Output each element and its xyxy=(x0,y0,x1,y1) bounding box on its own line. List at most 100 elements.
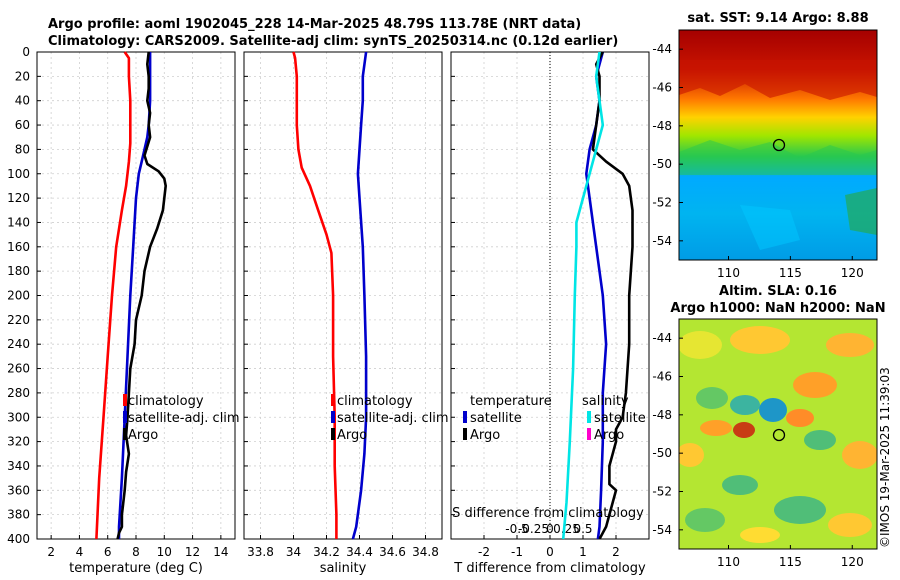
x-axis-label: salinity xyxy=(320,561,367,576)
series-satellite-adj-clim xyxy=(351,51,368,540)
sla-map-title: Altim. SLA: 0.16 xyxy=(719,284,837,299)
legend-temp-satellite: satellite-adj. clim xyxy=(128,411,240,426)
imos-timestamp: ©IMOS 19-Mar-2025 11:39:03 xyxy=(878,367,892,548)
difference-legend: temperature satellite Argo salinity sate… xyxy=(463,394,646,443)
top-tick-label: 0 xyxy=(546,522,554,536)
sst-map-image xyxy=(679,30,877,260)
legend-swatch-s-argo xyxy=(587,428,591,440)
map-x-tick-label: 115 xyxy=(779,266,802,280)
map-y-tick-label: -54 xyxy=(652,523,672,537)
y-tick-label: 220 xyxy=(7,313,30,327)
map-y-tick-label: -52 xyxy=(652,196,672,210)
x-tick-label: 8 xyxy=(132,545,140,559)
legend-swatch-t-satellite xyxy=(463,411,467,423)
map-x-tick-label: 115 xyxy=(779,555,802,569)
y-tick-label: 240 xyxy=(7,337,30,351)
map-y-tick-label: -46 xyxy=(652,370,672,384)
salinity-legend: climatology satellite-adj. clim Argo xyxy=(331,394,449,443)
map-y-tick-label: -48 xyxy=(652,119,672,133)
y-tick-label: 340 xyxy=(7,459,30,473)
title-line1: Argo profile: aoml 1902045_228 14-Mar-20… xyxy=(48,17,581,32)
legend-swatch-satellite xyxy=(123,411,127,423)
legend-sal-climatology: climatology xyxy=(337,394,413,409)
map-y-tick-label: -44 xyxy=(652,42,672,56)
x-tick-label: 2 xyxy=(612,545,620,559)
argo-position-marker xyxy=(772,428,786,442)
y-tick-label: 280 xyxy=(7,386,30,400)
legend-temp-argo: Argo xyxy=(128,428,158,443)
s-difference-label: S difference from climatology xyxy=(452,506,644,521)
x-tick-label: 4 xyxy=(76,545,84,559)
sla-map-axes: 110 115 120 -44 -46 -48 -50 -52 -54 xyxy=(652,331,863,569)
y-tick-label: 320 xyxy=(7,435,30,449)
map-y-tick-label: -48 xyxy=(652,408,672,422)
title-line2: Climatology: CARS2009. Satellite-adj cli… xyxy=(48,34,618,49)
sst-map-title: sat. SST: 9.14 Argo: 8.88 xyxy=(687,11,868,26)
map-x-tick-label: 110 xyxy=(717,266,740,280)
x-tick-label: -1 xyxy=(511,545,523,559)
difference-panel: -2 -1 0 1 2 T difference from climatology -0.5… xyxy=(450,51,650,576)
y-tick-label: 380 xyxy=(7,508,30,522)
legend-swatch-satellite xyxy=(331,411,335,423)
axes-frame xyxy=(243,51,443,540)
y-tick-label: 0 xyxy=(22,45,30,59)
top-tick-label: 0.25 xyxy=(553,522,580,536)
series-t-argo xyxy=(591,51,634,540)
y-tick-label: 160 xyxy=(7,240,30,254)
map-y-tick-label: -52 xyxy=(652,485,672,499)
top-tick-label: -0.5 xyxy=(505,522,528,536)
map-y-tick-label: -50 xyxy=(652,446,672,460)
legend-sal-argo: Argo xyxy=(337,428,367,443)
y-tick-label: 100 xyxy=(7,167,30,181)
sla-map-subtitle: Argo h1000: NaN h2000: NaN xyxy=(670,301,885,316)
legend-swatch-climatology xyxy=(331,394,335,406)
legend-temp-climatology: climatology xyxy=(128,394,204,409)
series-climatology xyxy=(95,51,132,540)
legend-temperature-title: temperature xyxy=(470,394,552,409)
x-tick-label: 14 xyxy=(213,545,228,559)
axes-frame xyxy=(36,51,236,540)
y-tick-label: 180 xyxy=(7,264,30,278)
x-tick-label: 34.8 xyxy=(412,545,439,559)
legend-swatch-t-argo xyxy=(463,428,467,440)
sla-map-image xyxy=(679,319,877,549)
top-tick-label: -0.25 xyxy=(518,522,549,536)
salinity-panel: 33.8 34 34.2 34.4 34.6 34.8 salinity xyxy=(243,51,443,576)
y-tick-label: 300 xyxy=(7,410,30,424)
x-tick-label: 1 xyxy=(579,545,587,559)
x-axis-label: temperature (deg C) xyxy=(69,561,203,576)
legend-swatch-climatology xyxy=(123,394,127,406)
y-tick-label: 140 xyxy=(7,215,30,229)
y-tick-label: 20 xyxy=(15,69,30,83)
y-tick-label: 360 xyxy=(7,483,30,497)
map-y-tick-label: -46 xyxy=(652,81,672,95)
legend-t-satellite: satellite xyxy=(470,411,522,426)
map-y-tick-label: -50 xyxy=(652,157,672,171)
y-tick-label: 120 xyxy=(7,191,30,205)
legend-s-satellite: satellite xyxy=(594,411,646,426)
x-tick-label: -2 xyxy=(478,545,490,559)
x-tick-label: 12 xyxy=(185,545,200,559)
map-x-tick-label: 110 xyxy=(717,555,740,569)
legend-t-argo: Argo xyxy=(470,428,500,443)
sst-map-frame xyxy=(678,29,878,261)
map-x-tick-label: 120 xyxy=(841,555,864,569)
y-tick-label: 60 xyxy=(15,118,30,132)
temperature-panel: 2 4 6 8 10 12 14 temperature (deg C) 0 20 40 60 80 10… xyxy=(7,45,236,576)
argo-position-marker xyxy=(772,138,786,152)
x-tick-label: 33.8 xyxy=(247,545,274,559)
y-tick-label: 260 xyxy=(7,362,30,376)
top-tick-label: 0.5 xyxy=(573,522,592,536)
x-tick-label: 6 xyxy=(104,545,112,559)
y-tick-label: 80 xyxy=(15,142,30,156)
legend-swatch-argo xyxy=(123,428,127,440)
x-axis-label: T difference from climatology xyxy=(453,561,646,576)
x-tick-label: 10 xyxy=(157,545,172,559)
sla-map-frame xyxy=(678,318,878,550)
legend-swatch-argo xyxy=(331,428,335,440)
temperature-legend: climatology satellite-adj. clim Argo xyxy=(123,394,240,443)
y-tick-label: 200 xyxy=(7,289,30,303)
series-s-satellite xyxy=(561,51,605,540)
map-x-tick-label: 120 xyxy=(841,266,864,280)
